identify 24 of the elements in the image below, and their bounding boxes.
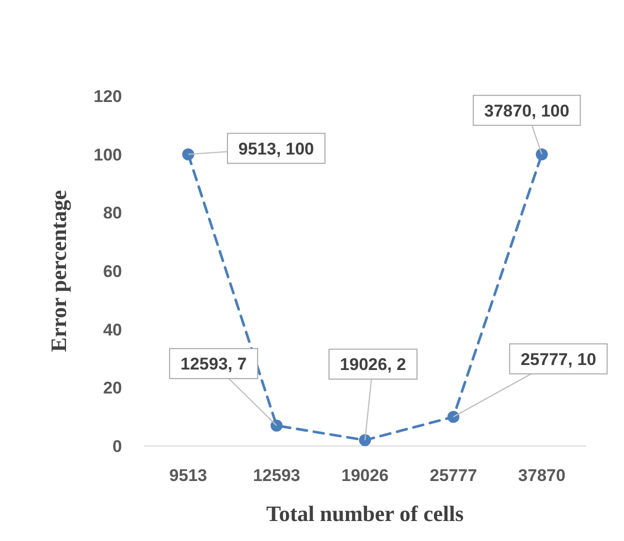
y-tick-label: 100 xyxy=(94,145,122,164)
data-label: 9513, 100 xyxy=(238,139,314,158)
y-axis-title: Error percentage xyxy=(46,190,71,352)
point xyxy=(359,434,371,446)
data-label: 19026, 2 xyxy=(340,355,406,374)
point xyxy=(447,410,460,423)
y-tick-label: 80 xyxy=(103,204,122,223)
y-tick-label: 40 xyxy=(103,320,122,340)
y-tick-label: 20 xyxy=(103,378,122,398)
point xyxy=(270,420,283,432)
point xyxy=(182,148,194,160)
x-tick-label: 25777 xyxy=(430,466,478,485)
y-tick-label: 120 xyxy=(94,86,122,106)
x-axis-title: Total number of cells xyxy=(266,501,464,526)
point xyxy=(536,148,548,160)
y-tick-label: 60 xyxy=(103,262,122,281)
data-label: 25777, 10 xyxy=(520,350,596,369)
x-tick-label: 9513 xyxy=(169,466,208,485)
data-label: 37870, 100 xyxy=(484,101,570,120)
x-tick-label: 37870 xyxy=(518,466,566,485)
y-tick-label: 0 xyxy=(112,436,122,456)
x-tick-label: 12593 xyxy=(252,466,300,485)
data-label: 12593, 7 xyxy=(180,354,247,374)
x-tick-label: 19026 xyxy=(341,466,389,485)
